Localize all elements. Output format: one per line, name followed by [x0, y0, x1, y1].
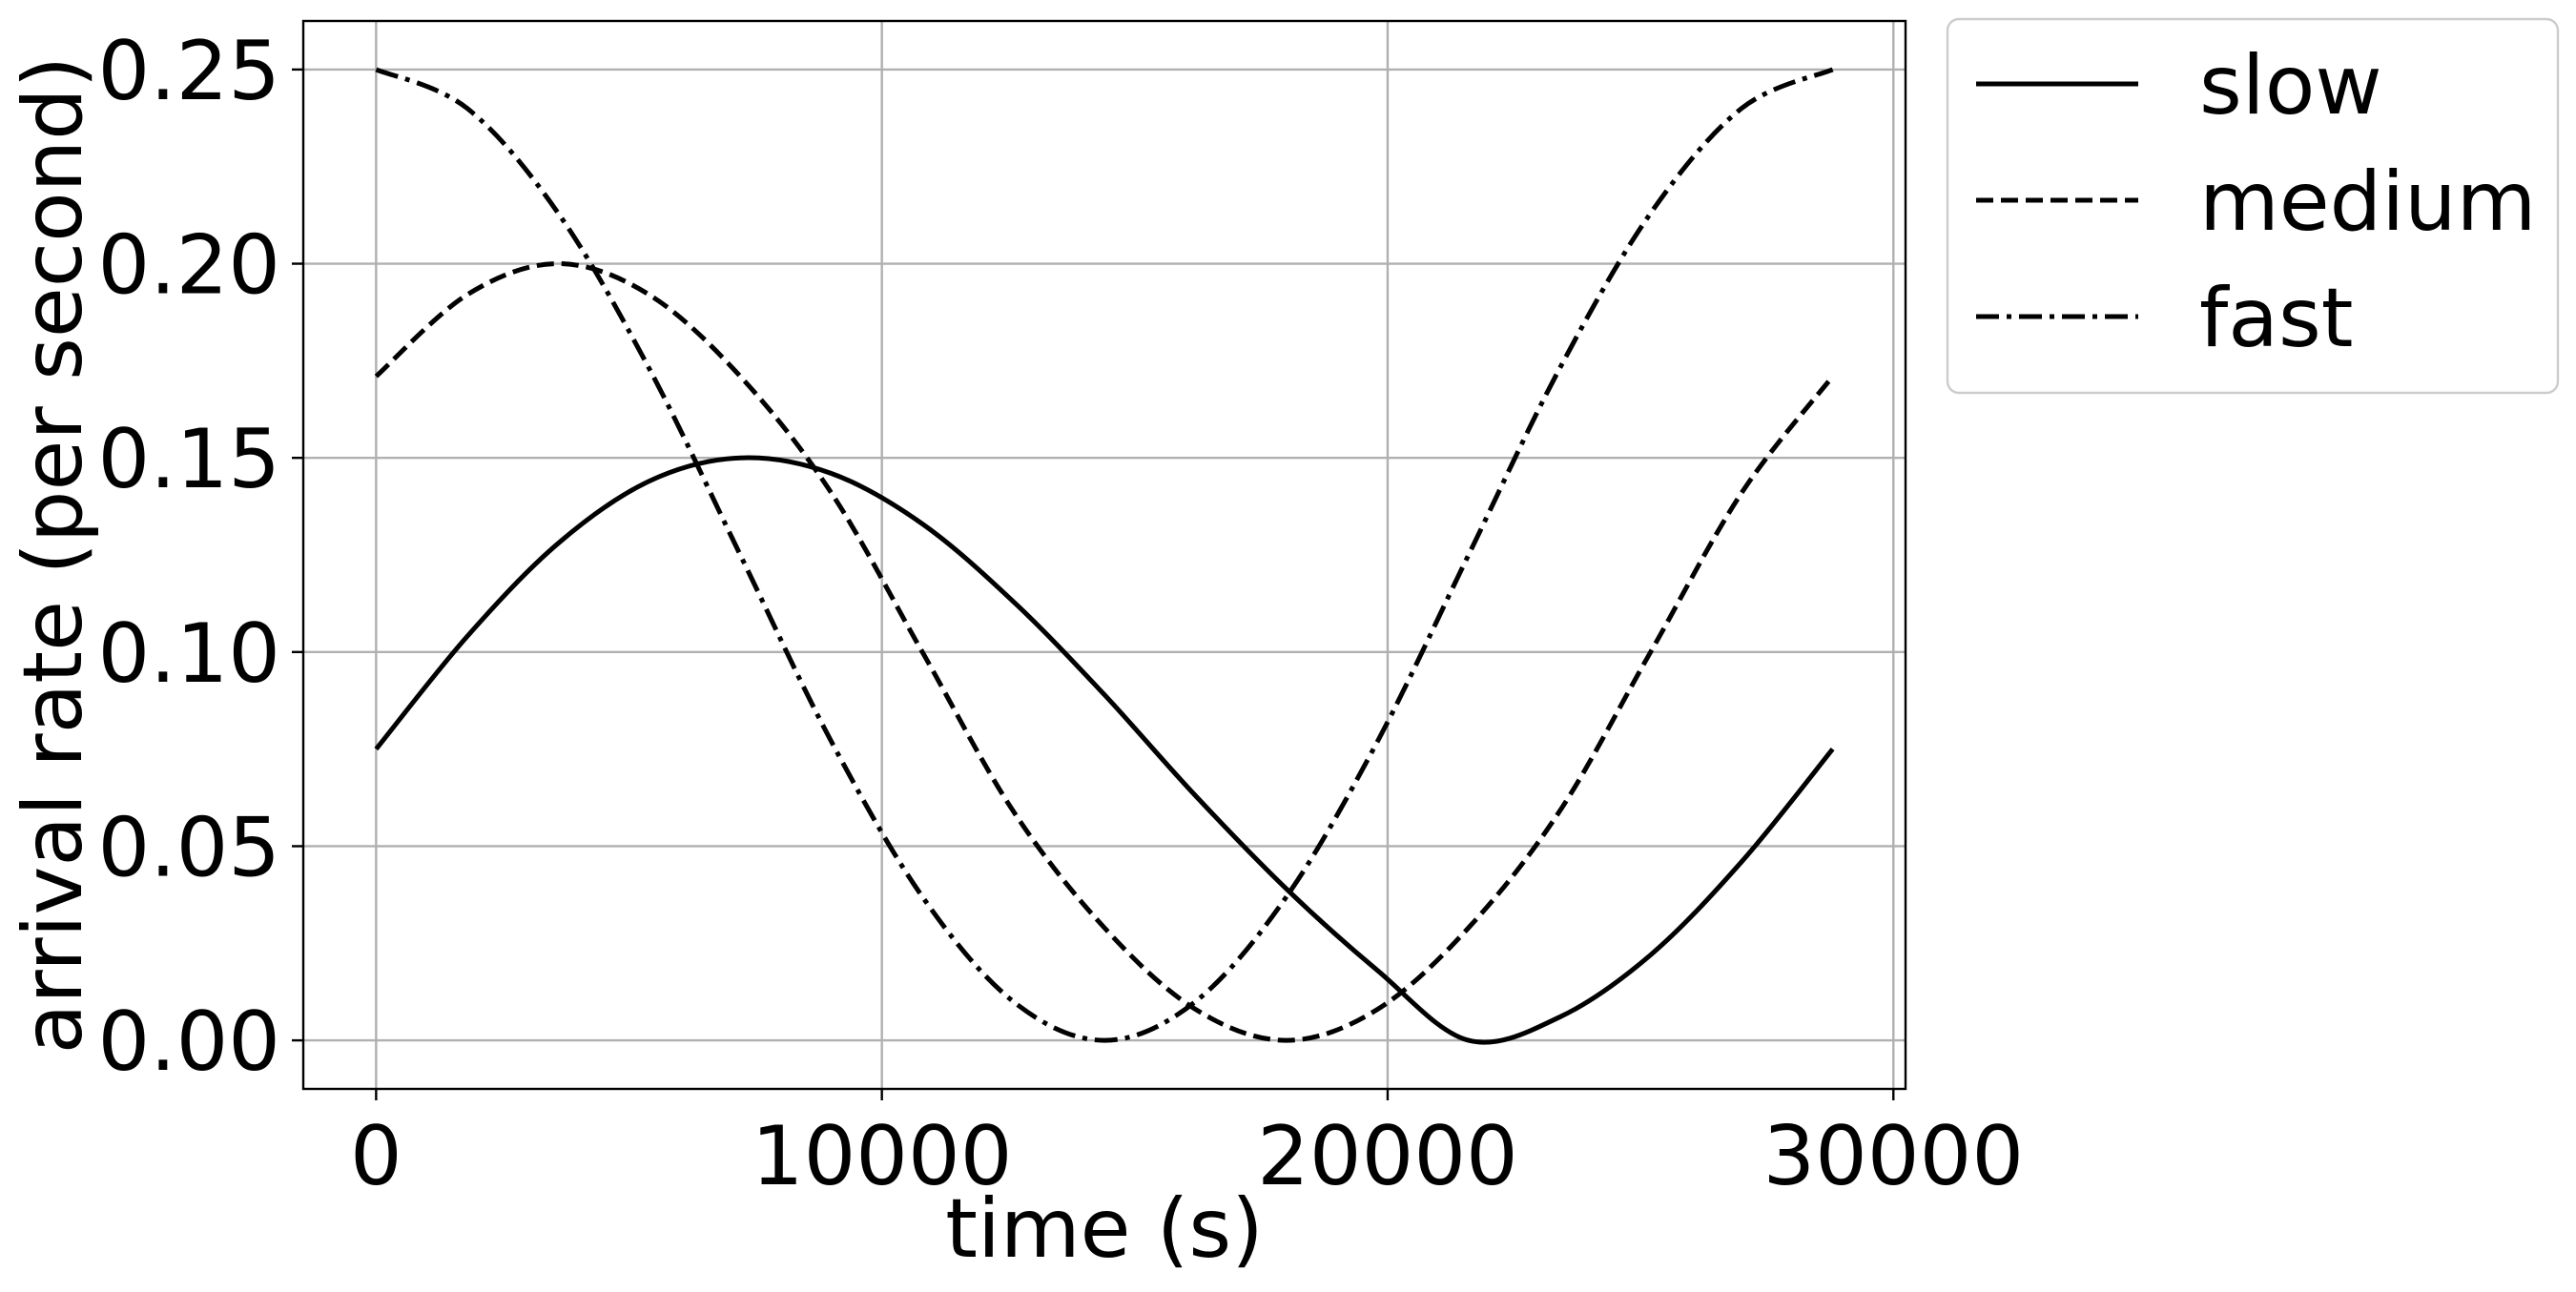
y-tick-label: 0.00 — [98, 995, 280, 1090]
series-line-slow — [374, 455, 1835, 1045]
series-line-fast — [375, 67, 1834, 1043]
y-tick-label: 0.10 — [98, 606, 280, 702]
y-axis: 0.00 0.05 0.10 0.15 0.20 0.25 — [98, 24, 303, 1090]
plot-frame — [301, 19, 1907, 1091]
legend: slow medium fast — [1946, 17, 2560, 395]
y-axis-label: arrival rate (per second) — [6, 56, 101, 1055]
legend-box — [1946, 17, 2560, 395]
legend-label-medium: medium — [2199, 154, 2536, 250]
legend-label-slow: slow — [2199, 38, 2382, 133]
x-tick-label: 0 — [350, 1109, 402, 1204]
y-tick-label: 0.25 — [98, 24, 280, 119]
legend-label-fast: fast — [2199, 271, 2354, 366]
x-tick-label: 20000 — [1257, 1109, 1518, 1204]
x-axis: 0 10000 20000 30000 — [350, 1089, 2024, 1204]
x-tick-label: 30000 — [1762, 1109, 2024, 1204]
y-tick-label: 0.15 — [98, 412, 280, 507]
y-tick-label: 0.20 — [98, 218, 280, 314]
y-tick-label: 0.05 — [98, 800, 280, 895]
x-tick-label: 10000 — [752, 1109, 1013, 1204]
x-axis-label: time (s) — [945, 1181, 1264, 1277]
series-layer — [374, 67, 1835, 1045]
series-line-medium — [374, 260, 1835, 1043]
